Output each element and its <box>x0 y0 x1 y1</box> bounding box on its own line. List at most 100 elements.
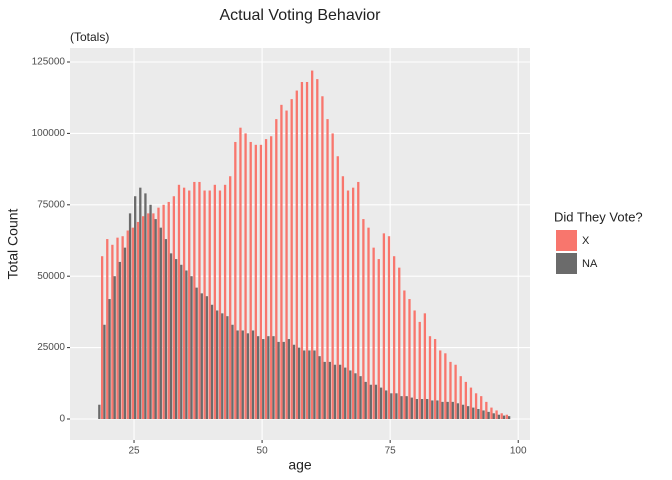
bar <box>121 236 124 420</box>
bar <box>144 193 147 420</box>
bar <box>100 256 104 420</box>
bar <box>264 139 268 420</box>
bar <box>141 216 145 420</box>
bar <box>205 296 209 420</box>
bar <box>374 384 378 420</box>
bar <box>472 407 475 420</box>
bar <box>167 201 170 420</box>
bar <box>492 413 495 420</box>
bar <box>367 227 370 420</box>
bar <box>390 393 393 420</box>
bar <box>154 219 157 420</box>
bar <box>497 414 501 420</box>
bar <box>152 213 155 420</box>
bar <box>431 400 434 420</box>
bar <box>285 110 288 420</box>
bar <box>157 207 160 420</box>
bar <box>398 267 401 420</box>
bar <box>395 393 398 420</box>
bar <box>223 184 227 420</box>
bar <box>275 119 278 420</box>
bar <box>305 81 309 420</box>
bar <box>449 361 452 420</box>
bar <box>190 276 193 420</box>
x-tick-label: 50 <box>257 446 269 457</box>
bar <box>408 299 411 420</box>
bar <box>282 341 285 420</box>
bar <box>208 190 211 420</box>
bar <box>259 144 263 420</box>
legend-label: NA <box>582 258 598 270</box>
bar <box>172 196 176 420</box>
bar <box>272 336 275 420</box>
bar <box>262 339 265 420</box>
bar <box>246 333 250 420</box>
bar <box>502 415 506 420</box>
bar <box>162 204 165 420</box>
bar <box>136 221 140 420</box>
bar <box>200 293 203 420</box>
bar <box>251 330 255 420</box>
bar <box>326 119 329 420</box>
bar <box>280 104 283 420</box>
bar <box>507 416 511 420</box>
bar <box>377 259 380 420</box>
bar <box>480 396 483 420</box>
bar <box>316 79 319 420</box>
bar <box>387 236 391 420</box>
bar <box>193 181 196 420</box>
legend-label: X <box>582 235 590 247</box>
bar <box>267 336 270 420</box>
bar <box>290 99 293 420</box>
bar <box>420 399 424 420</box>
bar <box>295 90 298 420</box>
bar <box>177 184 181 420</box>
bar <box>300 81 304 420</box>
bar <box>318 356 321 420</box>
y-tick-label: 100000 <box>32 128 66 139</box>
bar <box>485 401 488 420</box>
bar <box>354 373 357 420</box>
bar <box>213 184 216 420</box>
bar <box>456 403 460 420</box>
bar <box>418 321 421 420</box>
bar <box>131 227 135 420</box>
bar <box>464 381 467 420</box>
x-tick-label: 100 <box>510 446 527 457</box>
legend-key <box>556 230 577 251</box>
bar <box>297 347 301 420</box>
bar <box>487 411 490 420</box>
bar <box>454 364 457 420</box>
bar <box>234 141 237 420</box>
bar <box>244 133 247 420</box>
bar <box>385 390 388 420</box>
bar <box>444 353 447 420</box>
bar <box>323 361 326 420</box>
bar <box>139 187 142 420</box>
bar <box>331 133 334 420</box>
bar <box>126 230 129 420</box>
bar <box>369 384 372 420</box>
bar <box>164 239 168 420</box>
legend-title: Did They Vote? <box>554 209 643 224</box>
bar <box>149 204 152 420</box>
bar <box>182 187 186 420</box>
bar <box>249 141 252 420</box>
bar <box>128 213 132 420</box>
bar <box>123 247 127 420</box>
bar <box>426 399 429 420</box>
y-tick-label: 0 <box>59 414 65 425</box>
bar <box>446 401 449 420</box>
bar <box>451 401 454 420</box>
bar <box>469 387 473 420</box>
bar <box>108 299 111 420</box>
bar <box>198 181 201 420</box>
bar <box>116 237 119 420</box>
bar <box>236 330 239 420</box>
bar <box>188 190 191 420</box>
bar <box>413 310 416 420</box>
y-tick-label: 50000 <box>37 271 65 282</box>
bar <box>215 310 219 420</box>
bar <box>218 190 222 420</box>
